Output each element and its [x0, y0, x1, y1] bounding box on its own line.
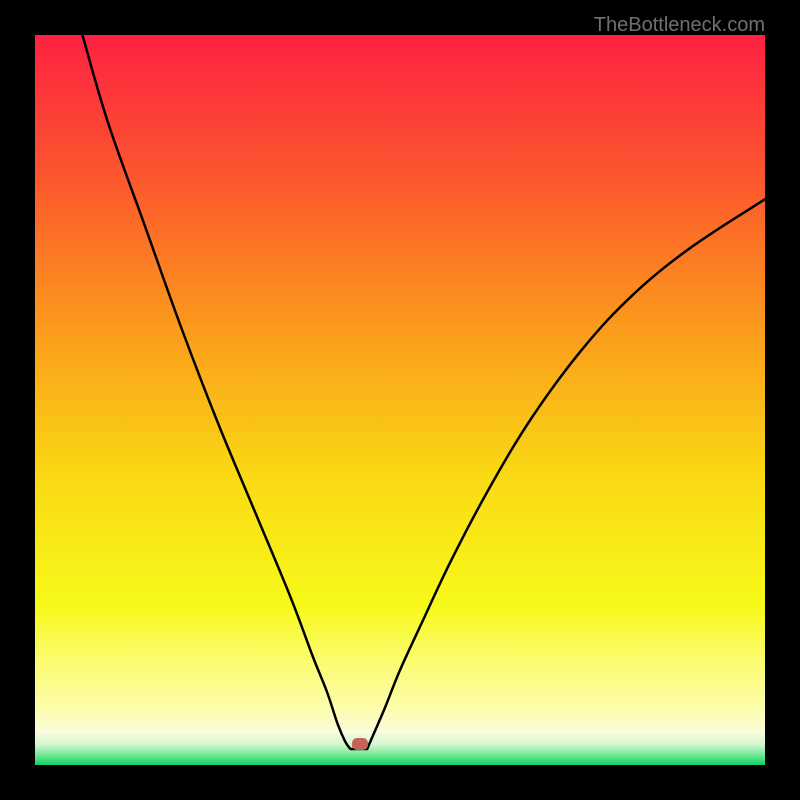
- curve-minimum-marker: [352, 738, 368, 750]
- chart-svg: [35, 35, 765, 765]
- watermark-text: TheBottleneck.com: [594, 14, 765, 37]
- gradient-background: [35, 35, 765, 765]
- chart-plot-area: [35, 35, 765, 765]
